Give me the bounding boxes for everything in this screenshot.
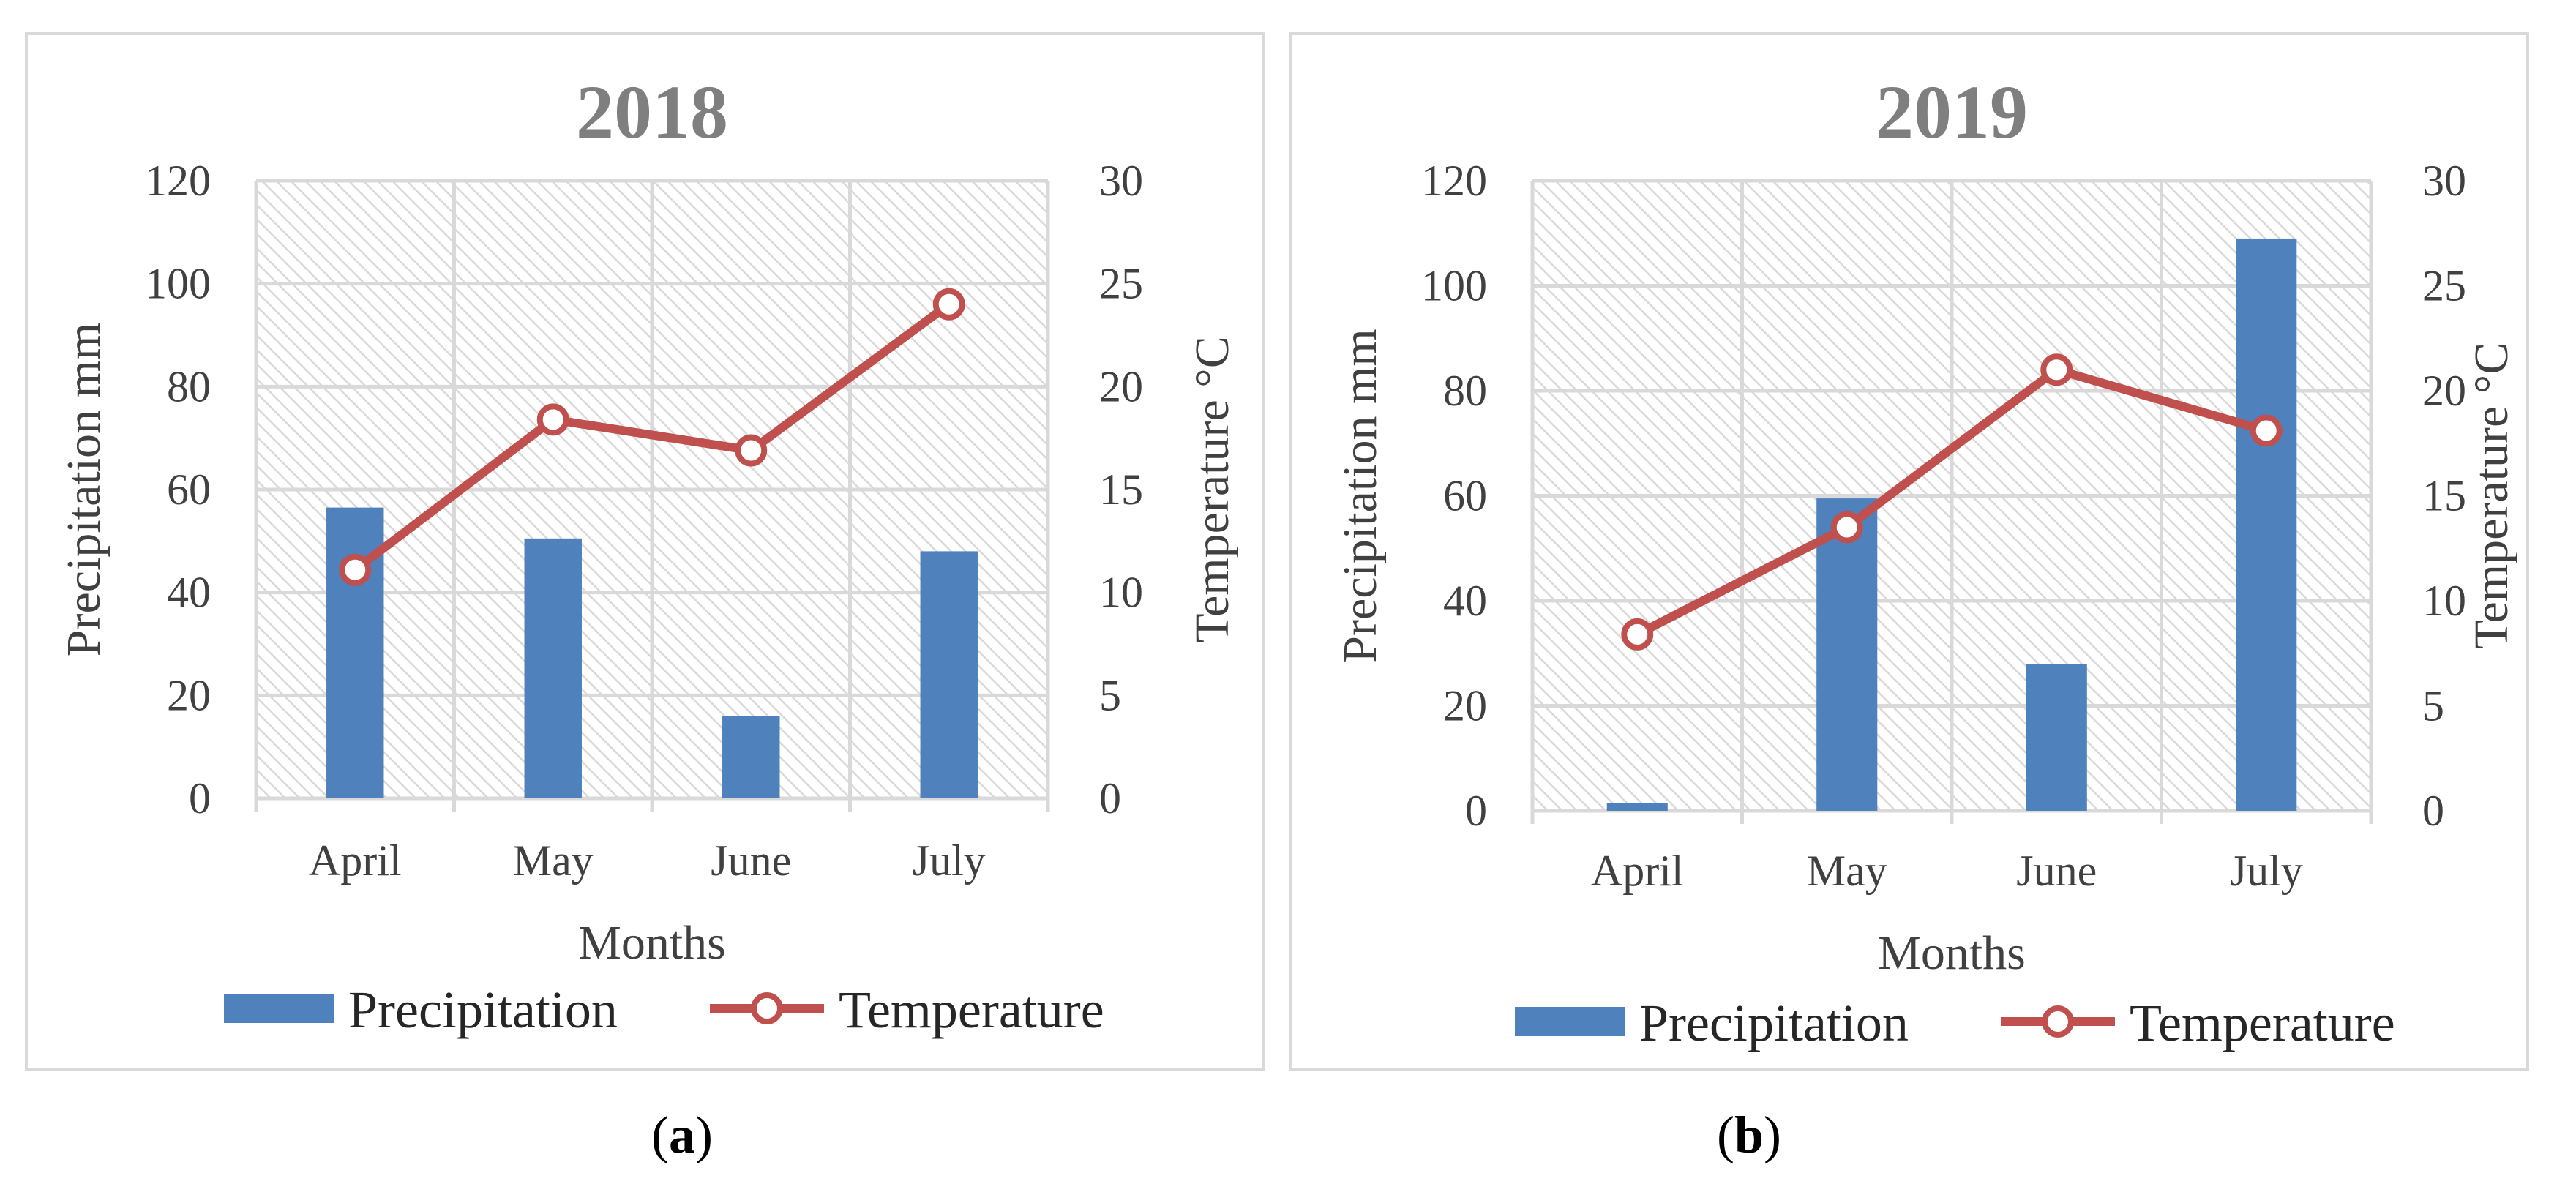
- y-tick-label: 100: [1421, 262, 1487, 310]
- bar-precipitation: [920, 551, 978, 798]
- legend-label-temperature: Temperature: [2130, 994, 2395, 1052]
- y2-tick-label: 0: [2422, 787, 2444, 835]
- panel-label-b: (b): [1717, 1106, 1782, 1164]
- y-tick-label: 20: [167, 671, 211, 719]
- bar-precipitation: [722, 716, 780, 798]
- y2-axis-title: Temperature °C: [1186, 336, 1239, 642]
- y2-tick-label: 5: [1099, 671, 1121, 719]
- legend-marker-temperature: [751, 992, 783, 1024]
- line-temperature: [1635, 365, 2268, 639]
- bar-precipitation: [2236, 238, 2297, 811]
- bar-precipitation: [1816, 498, 1878, 811]
- y-tick-label: 120: [1421, 157, 1487, 205]
- x-tick-label: April: [1591, 847, 1684, 895]
- bar-precipitation: [1606, 803, 1668, 811]
- chart-panel-2019: 2019 0 20 40 60 80 100 120 0 5 10 15 20 25 30 April May J…: [1289, 32, 2529, 1071]
- legend-label-temperature: Temperature: [839, 981, 1104, 1039]
- x-tick-label: June: [711, 836, 791, 885]
- legend-swatch-precipitation: [224, 994, 334, 1023]
- y-tick-label: 60: [167, 465, 211, 514]
- y2-tick-label: 30: [1099, 157, 1143, 205]
- bar-precipitation: [524, 538, 582, 798]
- point-temperature: [735, 434, 768, 467]
- y2-tick-label: 15: [1099, 465, 1143, 514]
- line-temperature: [352, 300, 952, 574]
- y2-tick-label: 20: [1099, 362, 1143, 411]
- legend-marker-temperature: [2042, 1005, 2074, 1038]
- y-tick-label: 60: [1443, 472, 1487, 520]
- y-tick-label: 100: [145, 260, 211, 308]
- y-axis-title: Precipitation mm: [57, 323, 111, 656]
- point-temperature: [536, 403, 569, 436]
- point-temperature: [1621, 618, 1654, 651]
- y-tick-label: 0: [1465, 787, 1487, 835]
- chart-panel-2018: 2018 0 20 40 60 80 100 120 0 5 10 15 20 25 30 April May J…: [25, 32, 1265, 1071]
- x-tick-label: April: [309, 836, 402, 885]
- point-temperature: [932, 288, 965, 321]
- y2-tick-label: 10: [2422, 577, 2466, 625]
- y-tick-label: 120: [145, 157, 211, 205]
- x-tick-label: June: [2016, 847, 2097, 895]
- y2-tick-label: 15: [2422, 472, 2466, 520]
- legend-swatch-precipitation: [1515, 1007, 1625, 1036]
- chart-2018: 2018 0 20 40 60 80 100 120 0 5 10 15 20 25 30 April May J…: [57, 70, 1239, 1039]
- x-axis-title: Months: [578, 916, 726, 970]
- x-tick-label: July: [913, 836, 986, 885]
- y-tick-label: 80: [167, 362, 211, 411]
- y-tick-label: 40: [1443, 577, 1487, 625]
- x-tick-label: May: [513, 836, 594, 885]
- y-tick-label: 20: [1443, 682, 1487, 730]
- y2-tick-label: 5: [2422, 682, 2444, 730]
- x-tick-label: July: [2230, 847, 2303, 895]
- y2-tick-label: 30: [2422, 157, 2466, 205]
- y-tick-label: 0: [189, 774, 211, 822]
- chart-title: 2019: [1876, 70, 2028, 154]
- y-tick-label: 80: [1443, 367, 1487, 415]
- y2-axis-title: Temperature °C: [2465, 342, 2518, 649]
- x-axis-title: Months: [1878, 926, 2026, 980]
- point-temperature: [339, 553, 372, 586]
- point-temperature: [1830, 511, 1863, 544]
- bar-precipitation: [2026, 664, 2087, 811]
- y2-tick-label: 25: [2422, 262, 2466, 310]
- point-temperature: [2040, 353, 2073, 386]
- y2-tick-label: 20: [2422, 367, 2466, 415]
- y-tick-label: 40: [167, 569, 211, 617]
- y2-tick-label: 10: [1099, 569, 1143, 617]
- point-temperature: [2250, 414, 2283, 447]
- chart-title: 2018: [576, 70, 728, 154]
- panel-label-a: (a): [651, 1106, 713, 1164]
- legend-label-precipitation: Precipitation: [348, 981, 618, 1039]
- legend-label-precipitation: Precipitation: [1639, 994, 1909, 1052]
- chart-2019: 2019 0 20 40 60 80 100 120 0 5 10 15 20 25 30 April May J…: [1333, 70, 2518, 1052]
- y2-tick-label: 0: [1099, 774, 1121, 822]
- y-axis-title: Precipitation mm: [1333, 329, 1387, 662]
- x-tick-label: May: [1807, 847, 1887, 895]
- y2-tick-label: 25: [1099, 260, 1143, 308]
